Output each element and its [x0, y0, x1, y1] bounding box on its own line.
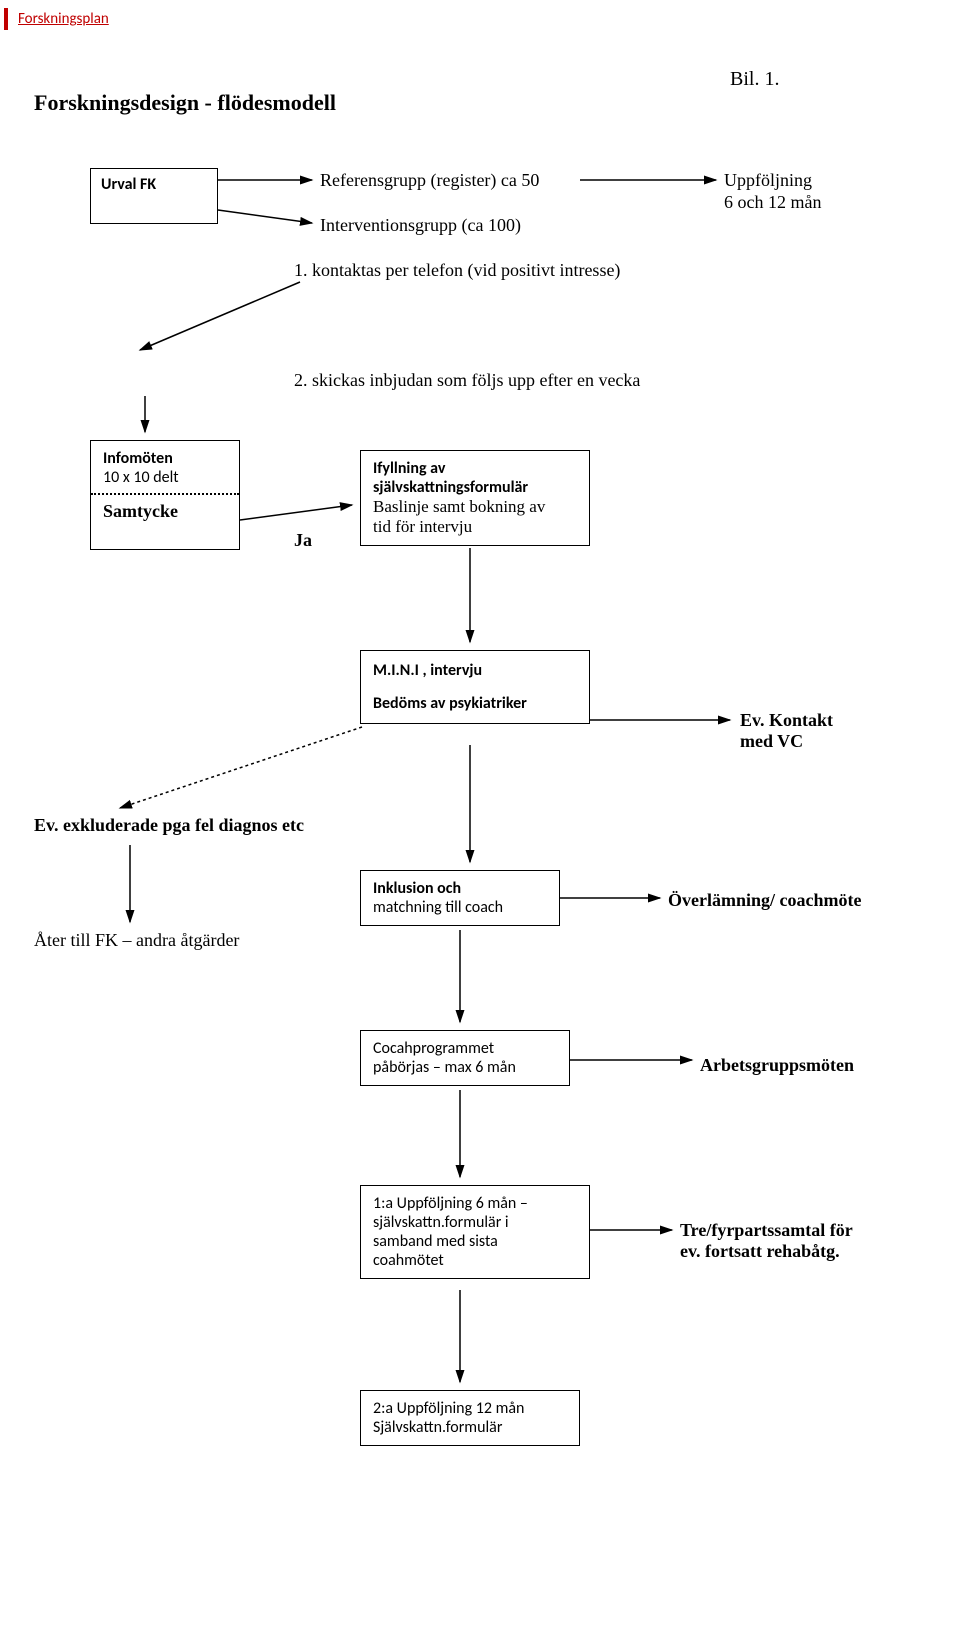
mini-l2: Bedöms av psykiatriker [373, 694, 577, 713]
intervgroup-text: Interventionsgrupp (ca 100) [320, 215, 521, 236]
ja-text: Ja [294, 530, 312, 551]
ifyllning-l1: Ifyllning av [373, 459, 577, 478]
evkontakt-block: Ev. Kontakt med VC [740, 710, 900, 752]
infomoten-box: Infomöten 10 x 10 delt Samtycke [90, 440, 240, 550]
evkontakt-l1: Ev. Kontakt [740, 710, 900, 731]
urval-text: Urval FK [101, 175, 156, 194]
ifyllning-box: Ifyllning av självskattningsformulär Bas… [360, 450, 590, 546]
trefyr-block: Tre/fyrpartssamtal för ev. fortsatt reha… [680, 1220, 853, 1262]
arbetsgrupp-text: Arbetsgruppsmöten [700, 1055, 854, 1076]
header-tab-text: Forskningsplan [18, 10, 109, 28]
ifyllning-l2: självskattningsformulär [373, 478, 577, 497]
evkontakt-l2: med VC [740, 731, 900, 752]
inklusion-l1: Inklusion och [373, 879, 547, 898]
uppf2-l2: Självskattn.formulär [373, 1418, 567, 1437]
inklusion-box: Inklusion och matchning till coach [360, 870, 560, 926]
evexkluderade-text: Ev. exkluderade pga fel diagnos etc [34, 815, 304, 836]
uppf1-l1: 1:a Uppföljning 6 mån – [373, 1194, 577, 1213]
cocah-l2: påbörjas – max 6 mån [373, 1058, 557, 1077]
step1-text: 1. kontaktas per telefon (vid positivt i… [294, 260, 620, 281]
inklusion-l2: matchning till coach [373, 898, 547, 917]
page-title: Forskningsdesign - flödesmodell [34, 90, 336, 116]
bil-label: Bil. 1. [730, 68, 779, 91]
uppf1-box: 1:a Uppföljning 6 mån – självskattn.form… [360, 1185, 590, 1279]
arrows-overlay [0, 0, 960, 1628]
mini-l1: M.I.N.I , intervju [373, 661, 577, 680]
trefyr-l1: Tre/fyrpartssamtal för [680, 1220, 853, 1241]
ifyllning-l4: tid för intervju [373, 517, 577, 537]
cocah-box: Cocahprogrammet påbörjas – max 6 mån [360, 1030, 570, 1086]
overlamning-text: Överlämning/ coachmöte [668, 890, 861, 911]
infomoten-l2: 10 x 10 delt [103, 468, 227, 487]
ifyllning-l3: Baslinje samt bokning av [373, 497, 577, 517]
mini-box: M.I.N.I , intervju Bedöms av psykiatrike… [360, 650, 590, 724]
header-tab: Forskningsplan [4, 8, 119, 30]
infomoten-samtycke: Samtycke [103, 501, 227, 522]
uppf2-l1: 2:a Uppföljning 12 mån [373, 1399, 567, 1418]
uppf1-l2: självskattn.formulär i [373, 1213, 577, 1232]
step2-text: 2. skickas inbjudan som följs upp efter … [294, 370, 640, 391]
followup-l2: 6 och 12 mån [724, 192, 821, 213]
urval-box: Urval FK [90, 168, 218, 224]
uppf1-l4: coahmötet [373, 1251, 577, 1270]
atertill-text: Åter till FK – andra åtgärder [34, 930, 239, 951]
cocah-l1: Cocahprogrammet [373, 1039, 557, 1058]
followup-l1: Uppföljning [724, 170, 812, 191]
infomoten-l1: Infomöten [103, 449, 227, 468]
uppf2-box: 2:a Uppföljning 12 mån Självskattn.formu… [360, 1390, 580, 1446]
refgroup-text: Referensgrupp (register) ca 50 [320, 170, 539, 191]
trefyr-l2: ev. fortsatt rehabåtg. [680, 1241, 853, 1262]
uppf1-l3: samband med sista [373, 1232, 577, 1251]
